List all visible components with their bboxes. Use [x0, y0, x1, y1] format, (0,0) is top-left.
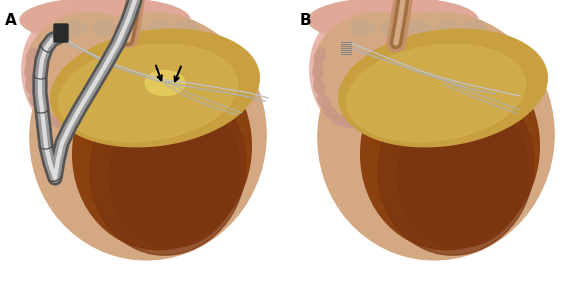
Ellipse shape — [22, 15, 102, 131]
Ellipse shape — [314, 48, 325, 63]
Ellipse shape — [25, 12, 145, 114]
Ellipse shape — [347, 44, 525, 142]
Ellipse shape — [26, 79, 36, 94]
Ellipse shape — [310, 15, 390, 131]
Ellipse shape — [317, 94, 329, 108]
Ellipse shape — [43, 114, 59, 125]
Ellipse shape — [145, 71, 185, 95]
Ellipse shape — [435, 20, 459, 36]
Ellipse shape — [339, 29, 547, 147]
Ellipse shape — [314, 79, 324, 94]
Ellipse shape — [463, 20, 487, 36]
Ellipse shape — [378, 81, 534, 255]
Ellipse shape — [53, 118, 69, 128]
Ellipse shape — [313, 12, 433, 114]
Ellipse shape — [407, 20, 431, 36]
Ellipse shape — [26, 48, 37, 63]
Text: A: A — [5, 13, 17, 28]
Ellipse shape — [110, 98, 240, 248]
Ellipse shape — [318, 12, 554, 260]
Ellipse shape — [351, 20, 375, 36]
FancyBboxPatch shape — [54, 24, 68, 42]
Ellipse shape — [361, 50, 539, 250]
Ellipse shape — [323, 106, 338, 119]
Ellipse shape — [35, 106, 50, 119]
Ellipse shape — [25, 63, 35, 79]
Ellipse shape — [175, 20, 199, 36]
Ellipse shape — [379, 20, 403, 36]
Ellipse shape — [398, 98, 528, 248]
Ellipse shape — [63, 116, 79, 126]
Ellipse shape — [341, 118, 357, 128]
Ellipse shape — [119, 20, 143, 36]
Ellipse shape — [331, 114, 347, 125]
Ellipse shape — [313, 63, 323, 79]
Ellipse shape — [308, 0, 478, 43]
Ellipse shape — [91, 20, 115, 36]
Ellipse shape — [63, 20, 87, 36]
Ellipse shape — [90, 81, 246, 255]
Ellipse shape — [351, 116, 367, 126]
Ellipse shape — [30, 12, 266, 260]
Ellipse shape — [20, 0, 190, 43]
Ellipse shape — [147, 20, 171, 36]
Text: B: B — [300, 13, 312, 28]
Ellipse shape — [73, 50, 251, 250]
Ellipse shape — [59, 44, 237, 142]
Ellipse shape — [51, 29, 259, 147]
Ellipse shape — [29, 94, 41, 108]
